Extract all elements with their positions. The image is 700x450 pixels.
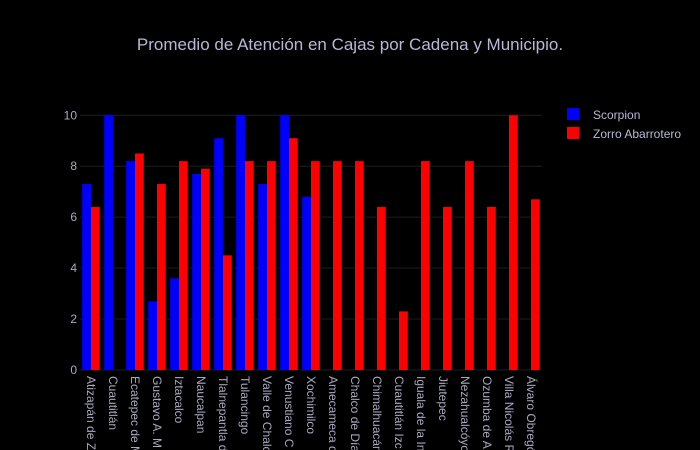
x-tick-label: Cuautitlán (106, 376, 120, 430)
x-tick-label: Cuautitlán Izc (392, 376, 406, 449)
x-tick-label: Iguala de la In (414, 376, 428, 450)
bar-zorro-abarrotero[interactable] (355, 161, 364, 370)
x-tick-label: Naucalpan (194, 376, 208, 433)
bar-zorro-abarrotero[interactable] (443, 206, 452, 370)
bar-zorro-abarrotero[interactable] (245, 161, 254, 370)
x-tick-label: Venustiano C (282, 376, 296, 448)
bar-zorro-abarrotero[interactable] (201, 168, 210, 370)
x-tick-label: Gustavo A. M (150, 376, 164, 448)
bar-scorpion[interactable] (148, 301, 157, 370)
bar-zorro-abarrotero[interactable] (311, 161, 320, 370)
legend-swatch (567, 108, 579, 120)
bar-zorro-abarrotero[interactable] (267, 161, 276, 370)
y-tick-label: 2 (70, 312, 77, 326)
x-tick-label: Valle de Chalc (260, 376, 274, 450)
y-axis-ticks: 0 2 4 6 8 10 (64, 108, 78, 377)
bars (82, 115, 540, 370)
bar-zorro-abarrotero[interactable] (333, 161, 342, 370)
bar-zorro-abarrotero[interactable] (135, 153, 144, 370)
bar-zorro-abarrotero[interactable] (377, 206, 386, 370)
x-tick-label: Atizapán de Z (84, 376, 98, 450)
x-tick-label: Tlalnepantla d (216, 376, 230, 450)
bar-scorpion[interactable] (126, 161, 135, 370)
x-tick-label: Amecameca d (326, 376, 340, 450)
legend-label: Zorro Abarrotero (593, 127, 681, 141)
legend-item-zorro-abarrotero[interactable]: Zorro Abarrotero (567, 127, 681, 141)
x-tick-label: Iztacalco (172, 376, 186, 424)
x-tick-label: Nezahualcóyo (458, 376, 472, 450)
x-axis-ticks: Atizapán de Z Cuautitlán Ecatepec de M Gust… (84, 376, 539, 450)
x-tick-label: Tulancingo (238, 376, 252, 435)
bar-scorpion[interactable] (192, 173, 201, 370)
bar-zorro-abarrotero[interactable] (157, 184, 166, 370)
y-tick-label: 8 (70, 159, 77, 173)
legend-item-scorpion[interactable]: Scorpion (567, 108, 640, 122)
y-tick-label: 0 (70, 363, 77, 377)
bar-scorpion[interactable] (82, 184, 91, 370)
chart-title: Promedio de Atención en Cajas por Cadena… (137, 35, 563, 54)
x-tick-label: Ozumba de A (480, 376, 494, 449)
bar-zorro-abarrotero[interactable] (421, 161, 430, 370)
x-tick-label: Chimalhuacán (370, 376, 384, 450)
bar-zorro-abarrotero[interactable] (91, 206, 100, 370)
legend-label: Scorpion (593, 108, 640, 122)
bar-scorpion[interactable] (236, 115, 245, 370)
x-tick-label: Jiutepec (436, 376, 450, 421)
bar-scorpion[interactable] (214, 138, 223, 370)
x-tick-label: Villa Nicolás R (502, 376, 516, 450)
bar-zorro-abarrotero[interactable] (531, 199, 540, 370)
y-tick-label: 10 (64, 108, 78, 122)
legend-swatch (567, 127, 579, 139)
x-tick-label: Ecatepec de M (128, 376, 142, 450)
bar-scorpion[interactable] (170, 278, 179, 370)
bar-zorro-abarrotero[interactable] (465, 161, 474, 370)
legend[interactable]: Scorpion Zorro Abarrotero (567, 108, 681, 141)
bar-zorro-abarrotero[interactable] (509, 115, 518, 370)
y-tick-label: 4 (70, 261, 77, 275)
bar-zorro-abarrotero[interactable] (399, 311, 408, 370)
bar-scorpion[interactable] (258, 184, 267, 370)
bar-scorpion[interactable] (302, 196, 311, 370)
bar-zorro-abarrotero[interactable] (179, 161, 188, 370)
x-tick-label: Xochimilco (304, 376, 318, 434)
x-tick-label: Álvaro Obregó (524, 376, 539, 450)
bar-scorpion[interactable] (280, 115, 289, 370)
bar-scorpion[interactable] (104, 115, 113, 370)
x-tick-label: Chalco de Día (348, 376, 362, 450)
y-tick-label: 6 (70, 210, 77, 224)
bar-zorro-abarrotero[interactable] (289, 138, 298, 370)
bar-zorro-abarrotero[interactable] (487, 206, 496, 370)
bar-zorro-abarrotero[interactable] (223, 255, 232, 370)
